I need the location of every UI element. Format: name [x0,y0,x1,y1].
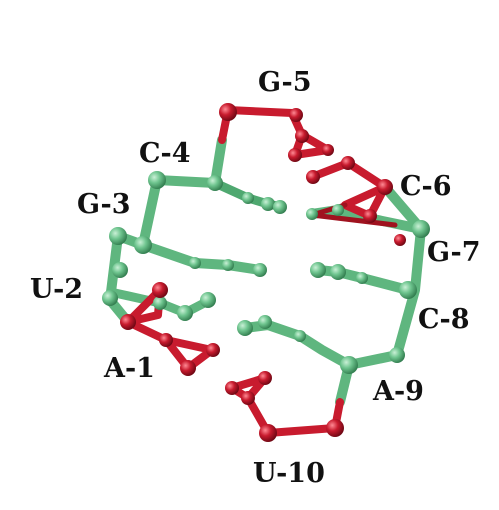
atom-c6-3 [377,179,393,195]
atom-u10-4 [225,381,239,395]
atom-g5-2 [289,108,303,122]
atom-a1-2 [120,314,136,330]
atom-c6-5 [394,234,406,246]
atom-c8-b3 [310,262,326,278]
label-c4: C-4 [139,138,190,169]
label-u10: U-10 [253,458,325,489]
atom-u2-c [112,262,128,278]
atom-u10-3 [241,391,255,405]
label-u2: U-2 [30,274,83,305]
atom-g7-b2 [306,208,318,220]
atom-g5-4 [288,148,302,162]
atom-c4-p [207,175,223,191]
atom-a9-b1 [294,330,306,342]
atom-c8-b1 [356,272,368,284]
atom-c4-b2 [261,197,275,211]
atom-c6-4 [363,209,377,223]
atom-a1-4 [180,360,196,376]
backbone-g5 [218,106,332,159]
atom-u10-1 [326,419,344,437]
atom-u10-5 [258,371,272,385]
atom-g3-p [148,171,166,189]
residue-labels: A-1 U-2 G-3 C-4 G-5 C-6 G-7 C-8 A-9 U-10 [30,67,481,489]
atom-g3-c [134,236,152,254]
label-c8: C-8 [418,304,469,335]
atom-g5-5 [322,144,334,156]
label-g3: G-3 [77,189,131,220]
atom-u2-p [109,227,127,245]
label-c6: C-6 [400,171,451,202]
base-g3 [138,240,265,275]
backbone-u10 [228,374,344,437]
atom-g3-b3 [253,263,267,277]
atom-a9-b3 [237,320,253,336]
atom-u2-b2 [177,305,193,321]
atom-c4-b3 [273,200,287,214]
atom-u2-b1 [153,296,167,310]
atom-g7-b1 [332,204,344,216]
label-g7: G-7 [427,237,481,268]
atom-a1-5 [206,343,220,357]
atom-c8-p [399,281,417,299]
atoms-green [102,171,430,374]
label-a9: A-9 [372,376,424,407]
base-c8 [313,265,413,295]
atom-a9-c [340,356,358,374]
atom-a1-3 [159,333,173,347]
atom-a1-1 [152,282,168,298]
backbone-u2 [105,231,133,327]
label-g5: G-5 [258,67,312,98]
atom-c4-b1 [242,192,254,204]
atom-a9-p [389,347,405,363]
atoms-red [120,103,406,442]
atom-g3-b1 [189,257,201,269]
atom-u2-b3 [200,292,216,308]
label-a1: A-1 [103,353,155,384]
atom-g5-3 [295,129,309,143]
atom-c6-2 [306,170,320,184]
atom-g5-1 [219,103,237,121]
atom-u2-c2 [102,290,118,306]
atom-g7-p [412,220,430,238]
atom-c8-b2 [330,264,346,280]
atom-c6-1 [341,156,355,170]
atom-g3-b2 [222,259,234,271]
atom-a9-b2 [258,315,272,329]
atom-u10-2 [259,424,277,442]
base-u2 [110,288,215,318]
